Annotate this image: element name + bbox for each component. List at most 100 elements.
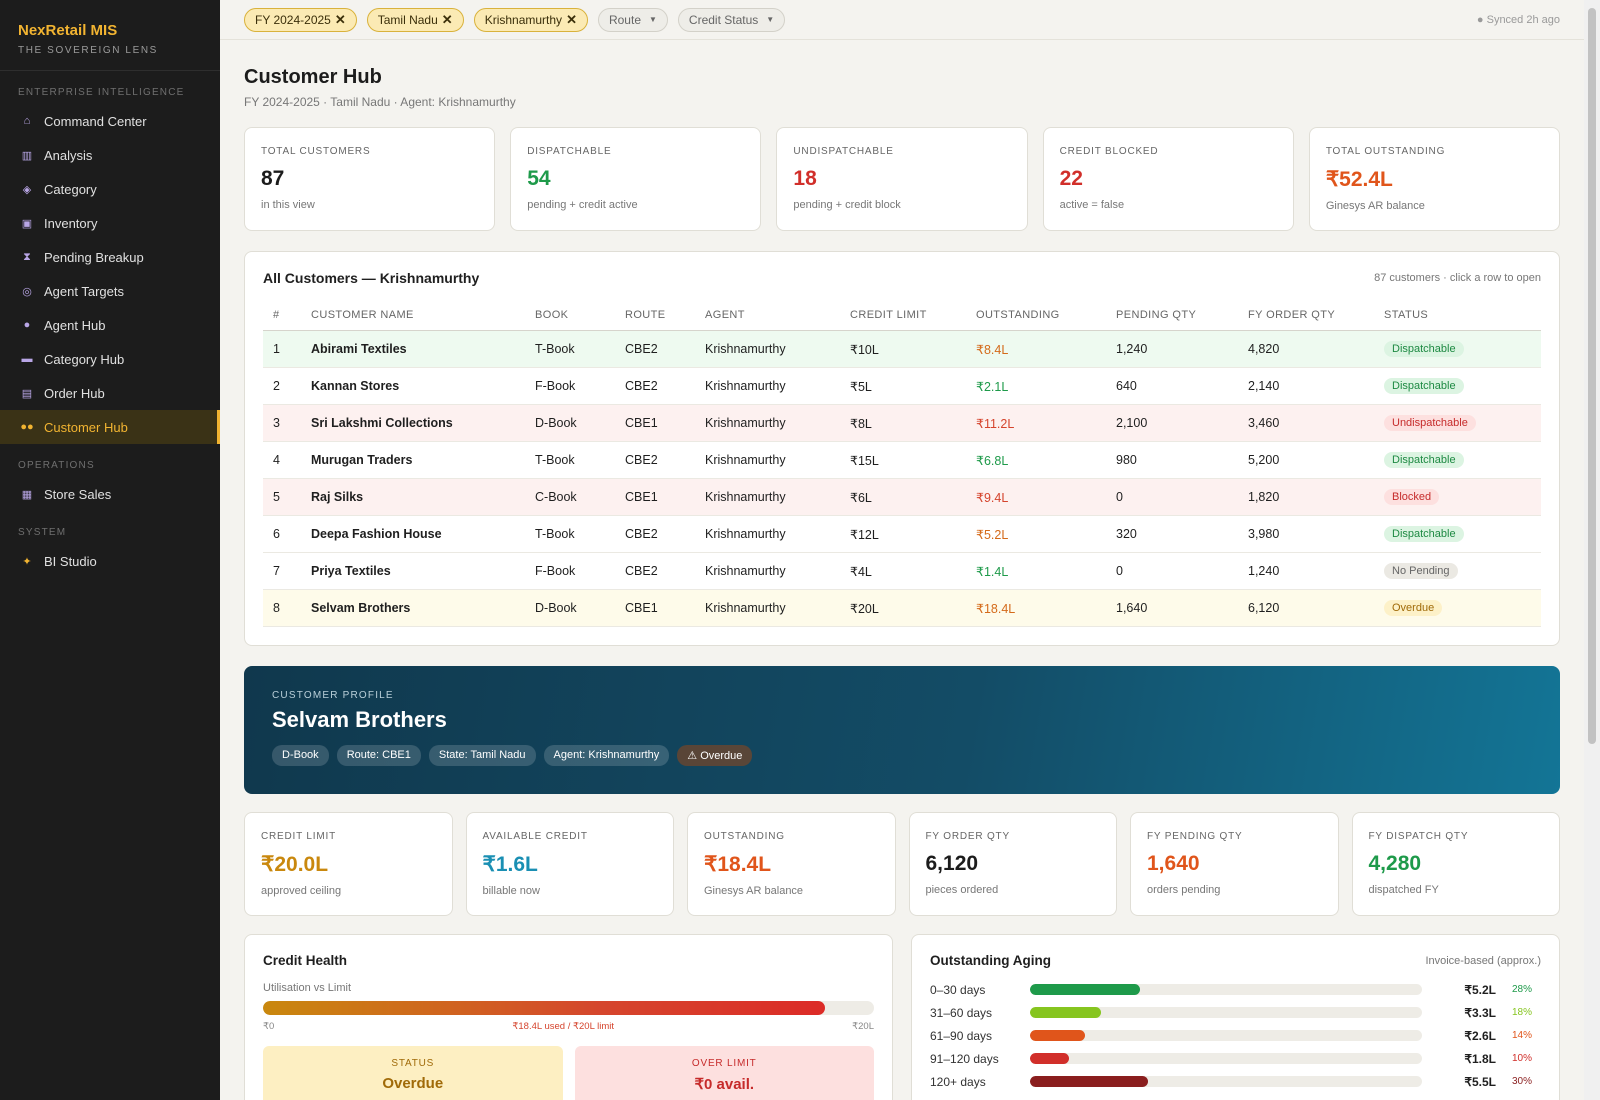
- sidebar-item-label: Category Hub: [44, 351, 125, 367]
- agent-cell: Krishnamurthy: [695, 441, 840, 479]
- status-cell: No Pending: [1374, 552, 1541, 590]
- status-badge: Blocked: [1384, 489, 1440, 505]
- page-scrollbar[interactable]: [1584, 0, 1600, 1100]
- sidebar-item-category[interactable]: ◈ Category: [0, 172, 220, 206]
- route-cell: CBE2: [615, 367, 695, 405]
- order-qty-cell: 3,460: [1238, 404, 1374, 442]
- kpi-foot: pieces ordered: [925, 884, 999, 896]
- filter-dropdown-credit-status[interactable]: Credit Status ▼: [677, 7, 786, 32]
- row-index: 4: [263, 441, 301, 479]
- route-cell: CBE2: [615, 552, 695, 590]
- kpi-label: DISPATCHABLE: [527, 146, 612, 157]
- col-header[interactable]: CUSTOMER NAME: [301, 300, 525, 331]
- sidebar-item-label: Customer Hub: [44, 419, 128, 435]
- credit-limit-cell: ₹12L: [840, 515, 966, 553]
- order-qty-cell: 5,200: [1238, 441, 1374, 479]
- col-header[interactable]: STATUS: [1374, 300, 1541, 331]
- col-header[interactable]: ROUTE: [615, 300, 695, 331]
- pending-qty-cell: 0: [1106, 552, 1238, 590]
- row-index: 7: [263, 552, 301, 590]
- filter-chip-state[interactable]: Tamil Nadu ✕: [366, 7, 464, 32]
- book-cell: T-Book: [525, 515, 615, 553]
- filter-chip-agent[interactable]: Krishnamurthy ✕: [473, 7, 588, 32]
- outstanding-cell: ₹5.2L: [966, 515, 1106, 553]
- status-cell: Overdue: [1374, 589, 1541, 627]
- table-row[interactable]: 3 Sri Lakshmi Collections D-Book CBE1 Krishn…: [263, 404, 1541, 442]
- aging-row: 31–60 days ₹3.3L 18%: [930, 1001, 1541, 1024]
- table-row[interactable]: 7 Priya Textiles F-Book CBE2 Krishnamurthy ₹4…: [263, 552, 1541, 590]
- kpi-value: 4,280: [1368, 852, 1422, 875]
- col-header[interactable]: FY ORDER QTY: [1238, 300, 1374, 331]
- agent-cell: Krishnamurthy: [695, 478, 840, 516]
- sidebar-item-command-center[interactable]: ⌂ Command Center: [0, 104, 220, 138]
- filter-dropdown-label: Route: [608, 12, 641, 27]
- kpi-outstanding: OUTSTANDING ₹18.4L Ginesys AR balance: [687, 812, 896, 916]
- aging-amount: ₹3.3L: [1464, 1005, 1496, 1020]
- sidebar-item-customer-hub[interactable]: ●● Customer Hub: [0, 410, 220, 444]
- status-cell: Dispatchable: [1374, 441, 1541, 479]
- kpi-total-customers: TOTAL CUSTOMERS 87 in this view: [244, 127, 496, 231]
- sidebar-item-analysis[interactable]: ▥ Analysis: [0, 138, 220, 172]
- col-header[interactable]: BOOK: [525, 300, 615, 331]
- table-row[interactable]: 2 Kannan Stores F-Book CBE2 Krishnamurthy ₹5L…: [263, 367, 1541, 405]
- aging-label: 0–30 days: [930, 982, 986, 997]
- sidebar-item-inventory[interactable]: ▣ Inventory: [0, 206, 220, 240]
- brand-title: NexRetail MIS: [18, 22, 118, 39]
- table-row[interactable]: 1 Abirami Textiles T-Book CBE2 Krishnamurthy…: [263, 330, 1541, 368]
- scrollbar-thumb[interactable]: [1588, 8, 1596, 744]
- book-cell: T-Book: [525, 330, 615, 368]
- kpi-fy-order-qty: FY ORDER QTY 6,120 pieces ordered: [908, 812, 1117, 916]
- kpi-available-credit: AVAILABLE CREDIT ₹1.6L billable now: [465, 812, 674, 916]
- sidebar-item-agent-targets[interactable]: ◎ Agent Targets: [0, 274, 220, 308]
- outstanding-cell: ₹6.8L: [966, 441, 1106, 479]
- col-header[interactable]: CREDIT LIMIT: [840, 300, 966, 331]
- kpi-label: TOTAL OUTSTANDING: [1325, 146, 1446, 157]
- aging-bar-fill: [1030, 1076, 1148, 1087]
- book-cell: F-Book: [525, 367, 615, 405]
- close-icon[interactable]: ✕: [441, 11, 453, 27]
- col-header[interactable]: #: [263, 300, 301, 331]
- sidebar-item-pending-breakup[interactable]: ⧗ Pending Breakup: [0, 240, 220, 274]
- table-row[interactable]: 5 Raj Silks C-Book CBE1 Krishnamurthy ₹6L ₹9.4…: [263, 478, 1541, 516]
- kpi-value: 18: [793, 167, 817, 190]
- table-row[interactable]: 8 Selvam Brothers D-Book CBE1 Krishnamurthy ₹…: [263, 589, 1541, 627]
- route-cell: CBE2: [615, 515, 695, 553]
- sidebar-item-order-hub[interactable]: ▤ Order Hub: [0, 376, 220, 410]
- table-body: 1 Abirami Textiles T-Book CBE2 Krishnamurthy…: [263, 330, 1541, 627]
- row-index: 6: [263, 515, 301, 553]
- col-header[interactable]: PENDING QTY: [1106, 300, 1238, 331]
- aging-percent: 10%: [1511, 1053, 1532, 1064]
- outstanding-cell: ₹18.4L: [966, 589, 1106, 627]
- filter-dropdown-route[interactable]: Route ▼: [597, 7, 668, 32]
- customer-name: Selvam Brothers: [301, 589, 525, 627]
- sidebar-item-category-hub[interactable]: ▬ Category Hub: [0, 342, 220, 376]
- table-row[interactable]: 6 Deepa Fashion House T-Book CBE2 Krishnamur…: [263, 515, 1541, 553]
- kpi-credit-blocked: CREDIT BLOCKED 22 active = false: [1042, 127, 1294, 231]
- sidebar-item-store-sales[interactable]: ▦ Store Sales: [0, 477, 220, 511]
- kpi-foot: in this view: [261, 199, 315, 211]
- kpi-dispatchable: DISPATCHABLE 54 pending + credit active: [510, 127, 762, 231]
- table-row[interactable]: 4 Murugan Traders T-Book CBE2 Krishnamurthy ₹…: [263, 441, 1541, 479]
- customer-name: Kannan Stores: [301, 367, 525, 405]
- customers-table: # CUSTOMER NAME BOOK ROUTE AGENT CREDIT …: [263, 300, 1541, 627]
- filter-chip-label: Tamil Nadu: [377, 12, 438, 27]
- close-icon[interactable]: ✕: [334, 11, 346, 27]
- route-cell: CBE2: [615, 441, 695, 479]
- aging-note: Invoice-based (approx.): [1425, 954, 1541, 967]
- close-icon[interactable]: ✕: [566, 11, 577, 27]
- sparkle-icon: ✦: [22, 555, 32, 568]
- filter-chip-fy[interactable]: FY 2024-2025 ✕: [244, 7, 357, 32]
- outstanding-cell: ₹1.4L: [966, 552, 1106, 590]
- col-header[interactable]: AGENT: [695, 300, 840, 331]
- order-qty-cell: 4,820: [1238, 330, 1374, 368]
- status-badge: Dispatchable: [1384, 452, 1464, 468]
- sidebar-item-agent-hub[interactable]: ● Agent Hub: [0, 308, 220, 342]
- sidebar-item-bi-studio[interactable]: ✦ BI Studio: [0, 544, 220, 578]
- col-header[interactable]: OUTSTANDING: [966, 300, 1106, 331]
- utilisation-bar: [263, 1001, 874, 1015]
- aging-percent: 28%: [1511, 984, 1532, 995]
- order-qty-cell: 2,140: [1238, 367, 1374, 405]
- customers-table-card: All Customers — Krishnamurthy 87 custome…: [244, 251, 1560, 646]
- profile-label: CUSTOMER PROFILE: [272, 690, 394, 701]
- pending-qty-cell: 980: [1106, 441, 1238, 479]
